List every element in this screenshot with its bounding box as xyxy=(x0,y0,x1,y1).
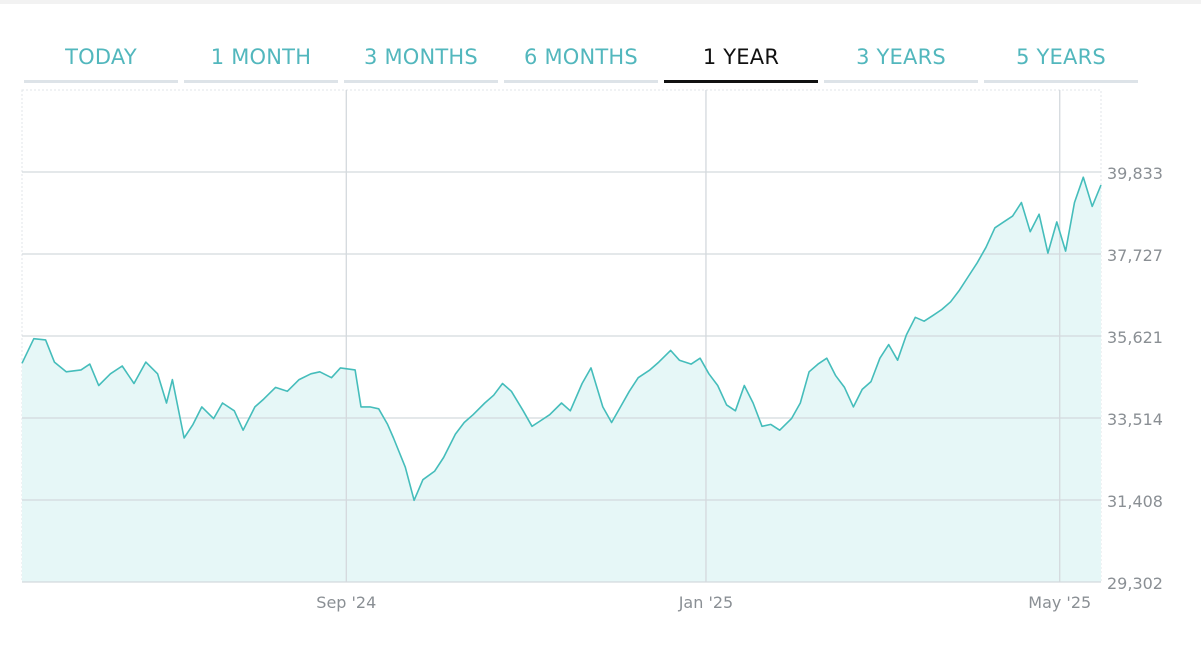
tab-5-years[interactable]: 5 YEARS xyxy=(984,34,1138,83)
tab-1-year[interactable]: 1 YEAR xyxy=(664,34,818,83)
series-line xyxy=(21,176,1102,502)
y-tick-label: 33,514 xyxy=(1107,410,1163,429)
y-tick-label: 39,833 xyxy=(1107,164,1163,183)
y-tick-label: 31,408 xyxy=(1107,492,1163,511)
y-tick-label: 37,727 xyxy=(1107,246,1163,265)
y-tick-label: 29,302 xyxy=(1107,574,1163,593)
x-tick-label: Sep '24 xyxy=(316,593,376,612)
tab-1-month[interactable]: 1 MONTH xyxy=(184,34,338,83)
tab-today[interactable]: TODAY xyxy=(24,34,178,83)
series-area xyxy=(22,177,1101,582)
tab-3-years[interactable]: 3 YEARS xyxy=(824,34,978,83)
x-tick-label: Jan '25 xyxy=(678,593,734,612)
tab-3-months[interactable]: 3 MONTHS xyxy=(344,34,498,83)
time-range-tabs: TODAY 1 MONTH 3 MONTHS 6 MONTHS 1 YEAR 3… xyxy=(24,34,1144,84)
x-tick-label: May '25 xyxy=(1028,593,1091,612)
tab-6-months[interactable]: 6 MONTHS xyxy=(504,34,658,83)
y-tick-label: 35,621 xyxy=(1107,328,1163,347)
